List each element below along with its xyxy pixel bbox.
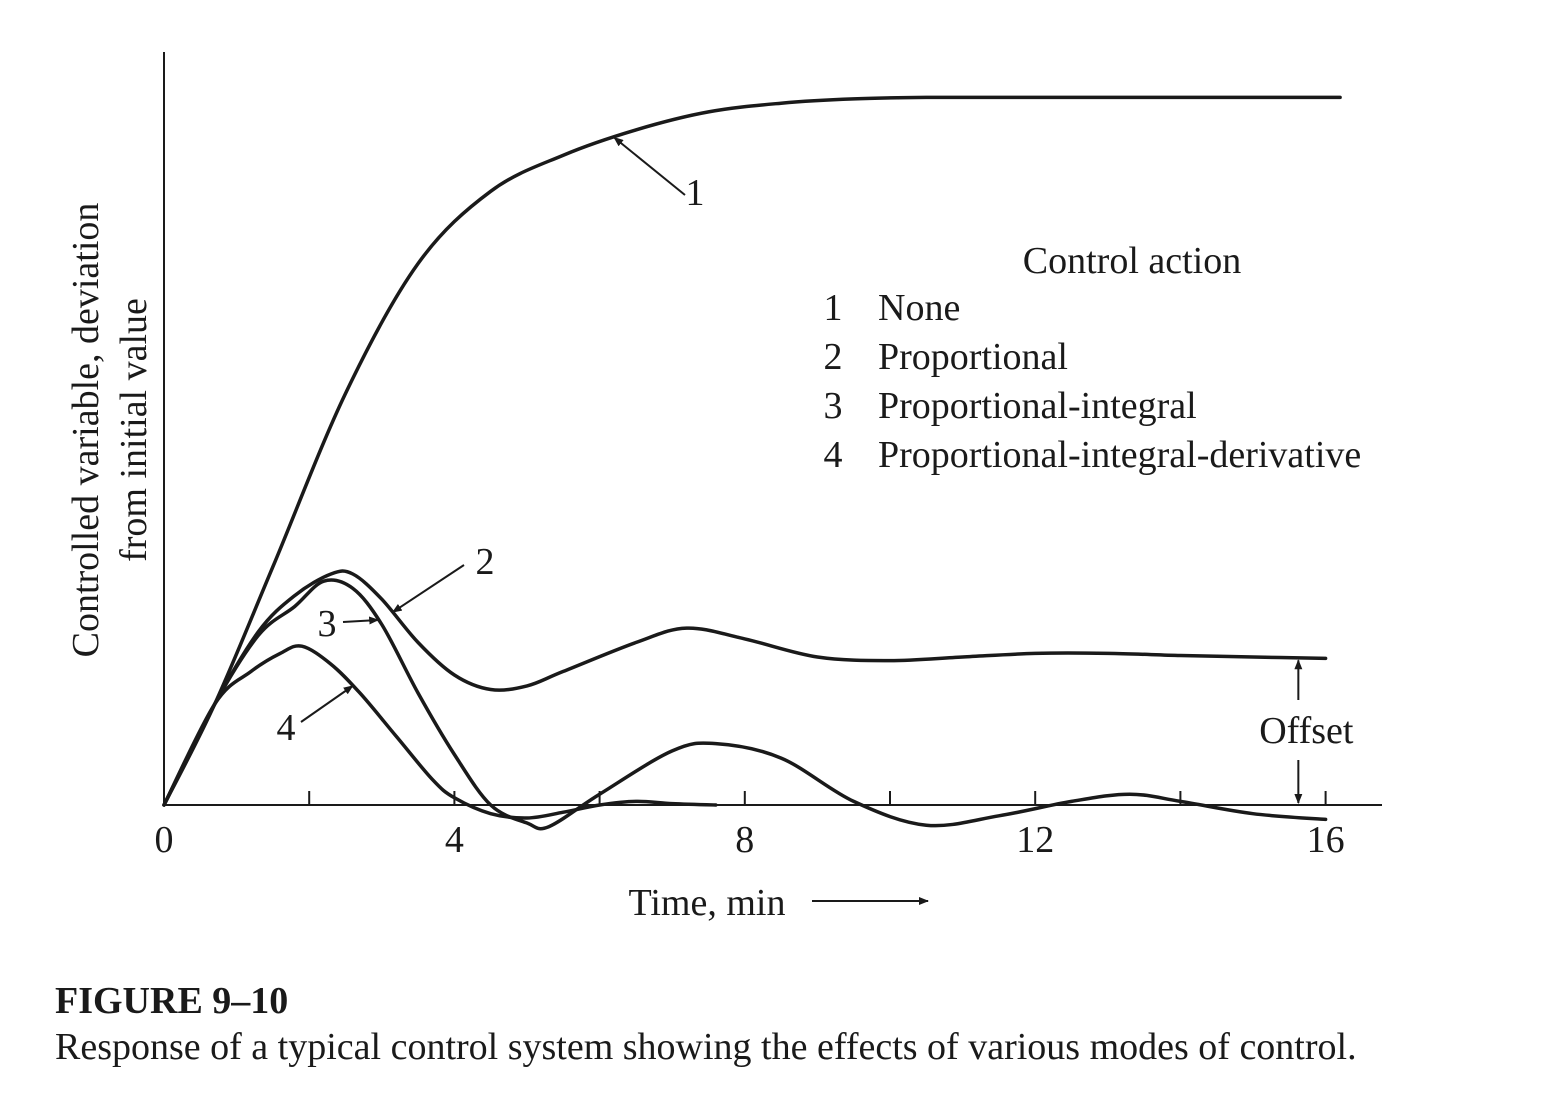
- x-tick-label-12: 12: [1016, 819, 1054, 861]
- legend-entry-3-label: Proportional-integral: [878, 385, 1197, 427]
- x-axis-ticks: [308, 791, 1327, 805]
- x-tick-label-4: 4: [445, 819, 464, 861]
- curve-4-label: 4: [277, 707, 296, 749]
- legend-entry-2-label: Proportional: [878, 336, 1068, 378]
- offset-label: Offset: [1259, 710, 1354, 752]
- figure-caption: FIGURE 9–10 Response of a typical contro…: [55, 978, 1545, 1070]
- curve-2-pointer-arrow: [391, 564, 465, 614]
- series-3-line: [162, 578, 1328, 831]
- series-1-line: [162, 95, 1342, 807]
- legend-entry-1-num: 1: [824, 287, 843, 329]
- x-tick-label-8: 8: [735, 819, 754, 861]
- figure-caption-text: Response of a typical control system sho…: [55, 1026, 1357, 1068]
- x-tick-label-16: 16: [1307, 819, 1345, 861]
- y-axis-label-line-1: Controlled variable, deviation: [65, 203, 107, 658]
- x-axis-tick-labels: 0 4 8 12 16: [155, 819, 1345, 861]
- legend-entry-3-num: 3: [824, 385, 843, 427]
- y-axis-label-line-2: from initial value: [113, 298, 155, 562]
- legend-entry-2-num: 2: [824, 336, 843, 378]
- series-2-line: [162, 569, 1328, 807]
- legend-entry-4-label: Proportional-integral-derivative: [878, 434, 1361, 476]
- legend-entry-1-label: None: [878, 287, 960, 329]
- figure-label: FIGURE 9–10: [55, 980, 289, 1022]
- curve-3-label: 3: [318, 603, 337, 645]
- x-tick-label-0: 0: [155, 819, 174, 861]
- curve-1-label: 1: [686, 172, 705, 214]
- curve-3-pointer-arrow: [342, 616, 380, 625]
- annotation-layer: 1 2 3 4 Offset: [277, 136, 1354, 804]
- x-axis-label: Time, min: [629, 882, 786, 924]
- legend-entry-4-num: 4: [824, 434, 843, 476]
- legend-title: Control action: [1023, 240, 1241, 282]
- series-layer: [162, 95, 1342, 831]
- curve-2-label: 2: [476, 541, 495, 583]
- curve-4-pointer-arrow: [300, 685, 354, 723]
- legend: Control action 1 None 2 Proportional 3 P…: [824, 240, 1362, 476]
- curve-1-pointer-arrow: [613, 136, 686, 196]
- series-4-line: [162, 644, 718, 820]
